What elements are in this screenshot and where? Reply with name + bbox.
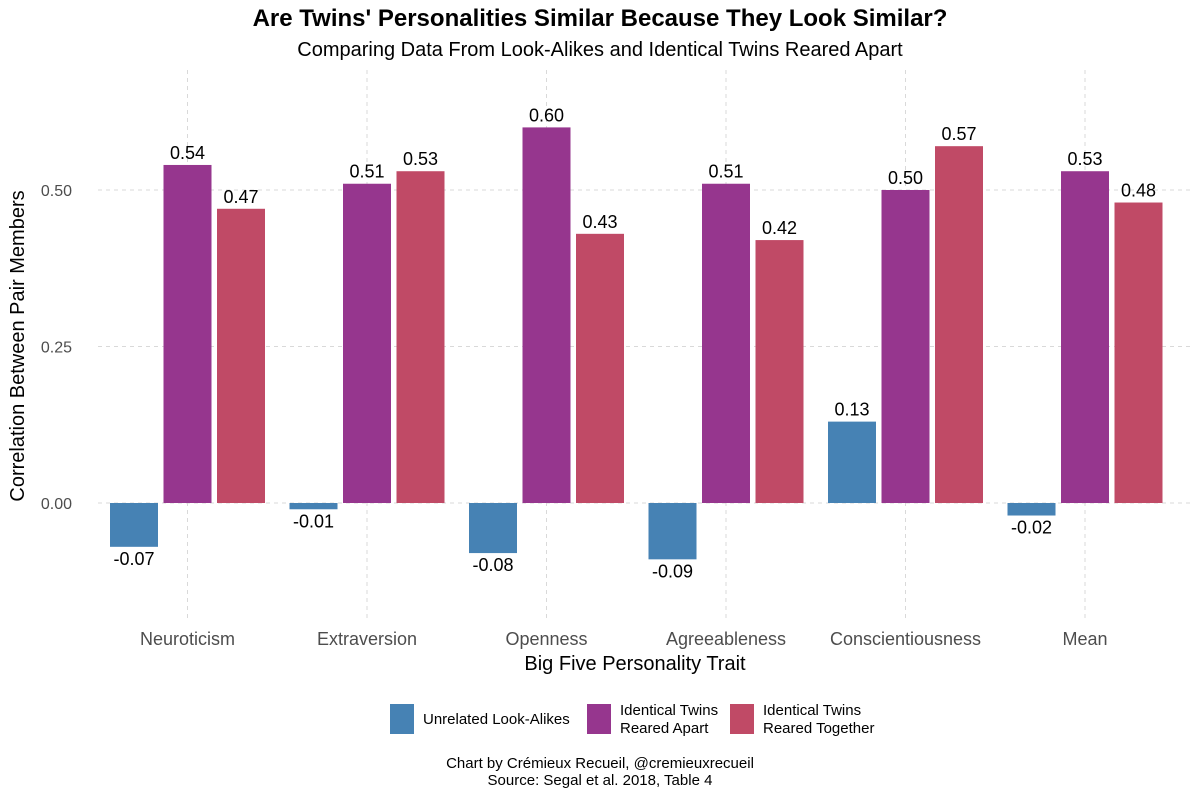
x-tick-label-mean: Mean bbox=[1062, 629, 1107, 649]
legend-swatch-reared-together bbox=[730, 704, 754, 734]
y-tick-label: 0.50 bbox=[41, 183, 72, 200]
x-tick-label-openness: Openness bbox=[505, 629, 587, 649]
legend-label-reared-apart: Identical Twins Reared Apart bbox=[620, 702, 719, 737]
bar-chart: 0.000.250.50-0.070.540.47-0.010.510.53-0… bbox=[7, 70, 1190, 675]
x-tick-label-agreeableness: Agreeableness bbox=[666, 629, 786, 649]
value-label: -0.01 bbox=[293, 511, 334, 531]
caption-credit: Chart by Crémieux Recueil, @cremieuxrecu… bbox=[446, 755, 754, 772]
bar-conscientiousness-identical-twins-reared-apart bbox=[881, 190, 930, 503]
caption-source: Source: Segal et al. 2018, Table 4 bbox=[487, 772, 713, 789]
value-label: -0.07 bbox=[113, 549, 154, 569]
x-tick-label-conscientiousness: Conscientiousness bbox=[830, 629, 981, 649]
bar-conscientiousness-unrelated-look-alikes bbox=[828, 421, 876, 503]
value-label: 0.51 bbox=[708, 162, 743, 182]
chart-title: Are Twins' Personalities Similar Because… bbox=[252, 5, 948, 32]
bar-conscientiousness-identical-twins-reared-together bbox=[935, 146, 983, 503]
value-label: 0.13 bbox=[834, 400, 869, 420]
chart-caption: Chart by Crémieux Recueil, @cremieuxrecu… bbox=[0, 755, 1200, 789]
bar-extraversion-identical-twins-reared-apart bbox=[343, 183, 391, 504]
value-label: 0.53 bbox=[403, 149, 438, 169]
value-label: 0.48 bbox=[1121, 181, 1156, 201]
bar-mean-identical-twins-reared-apart bbox=[1061, 171, 1109, 503]
value-label: 0.51 bbox=[349, 162, 384, 182]
value-label: -0.08 bbox=[472, 555, 513, 575]
value-label: 0.60 bbox=[529, 105, 564, 125]
bar-neuroticism-identical-twins-reared-together bbox=[217, 208, 265, 503]
bar-openness-identical-twins-reared-apart bbox=[522, 127, 571, 504]
value-label: 0.53 bbox=[1067, 149, 1102, 169]
value-label: 0.42 bbox=[762, 218, 797, 238]
bar-mean-unrelated-look-alikes bbox=[1007, 503, 1056, 516]
bar-extraversion-unrelated-look-alikes bbox=[289, 503, 338, 510]
bar-openness-identical-twins-reared-together bbox=[576, 233, 624, 503]
bar-openness-unrelated-look-alikes bbox=[469, 503, 517, 554]
value-label: -0.02 bbox=[1011, 518, 1052, 538]
x-tick-label-extraversion: Extraversion bbox=[317, 629, 417, 649]
bar-neuroticism-identical-twins-reared-apart bbox=[163, 164, 212, 503]
bar-agreeableness-identical-twins-reared-apart bbox=[702, 183, 750, 504]
bars: -0.07 0.54 0.47 -0.01 0.51 0.53 -0.08 0.60 0.43 -… bbox=[110, 105, 1163, 581]
bar-extraversion-identical-twins-reared-together bbox=[396, 171, 445, 503]
legend-swatch-look-alikes bbox=[390, 704, 414, 734]
value-label: -0.09 bbox=[652, 561, 693, 581]
chart-subtitle: Comparing Data From Look-Alikes and Iden… bbox=[297, 39, 903, 61]
y-tick-label: 0.00 bbox=[41, 496, 72, 513]
x-tick-label-neuroticism: Neuroticism bbox=[140, 629, 235, 649]
bar-agreeableness-identical-twins-reared-together bbox=[755, 240, 804, 503]
legend-label-reared-together: Identical Twins Reared Together bbox=[763, 702, 875, 737]
value-label: 0.57 bbox=[941, 124, 976, 144]
value-label: 0.47 bbox=[223, 187, 258, 207]
y-tick-label: 0.25 bbox=[41, 340, 72, 357]
value-label: 0.43 bbox=[582, 212, 617, 232]
bar-neuroticism-unrelated-look-alikes bbox=[110, 503, 158, 547]
value-label: 0.50 bbox=[888, 168, 923, 188]
y-axis-title: Correlation Between Pair Members bbox=[7, 190, 29, 501]
bar-mean-identical-twins-reared-together bbox=[1114, 202, 1163, 503]
bar-agreeableness-unrelated-look-alikes bbox=[648, 503, 697, 560]
x-axis-title: Big Five Personality Trait bbox=[524, 653, 746, 675]
value-label: 0.54 bbox=[170, 143, 205, 163]
legend-swatch-reared-apart bbox=[587, 704, 611, 734]
legend-label-look-alikes: Unrelated Look-Alikes bbox=[423, 711, 570, 728]
